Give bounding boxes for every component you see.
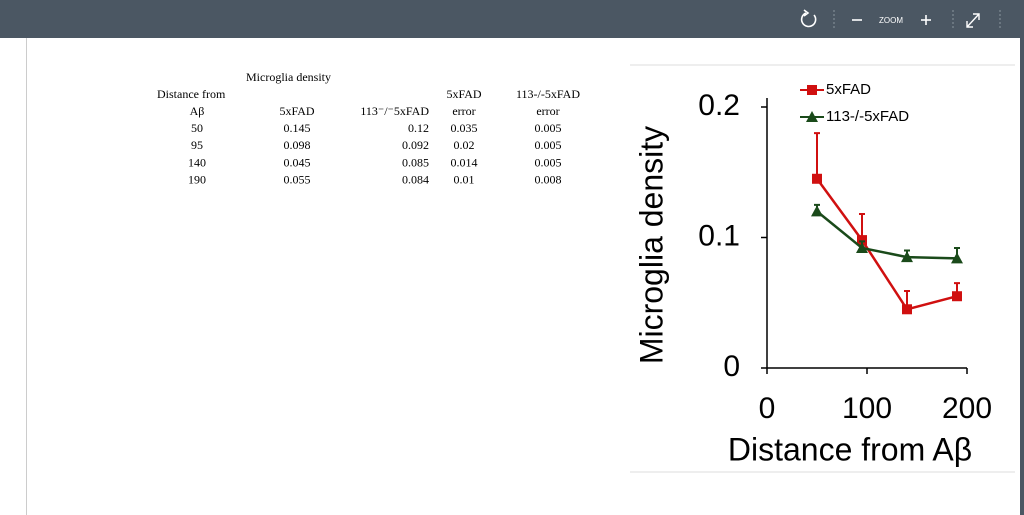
table-cell: 50 (191, 121, 203, 135)
y-axis-label: Microglia density (633, 126, 669, 364)
x-tick-label: 0 (759, 392, 776, 425)
zoom-in[interactable] (921, 15, 931, 25)
y-tick-label: 0 (723, 350, 740, 383)
marker (806, 111, 818, 122)
table-header: Distance from (157, 87, 226, 101)
legend-label: 113-/-5xFAD (826, 108, 909, 125)
table-cell: 0.098 (284, 138, 311, 152)
table-cell: 0.085 (402, 155, 429, 169)
marker (856, 241, 868, 253)
data-table: Microglia density Distance from 5xFAD 113-/… (157, 70, 580, 187)
legend-label: 5xFAD (826, 81, 871, 98)
marker (812, 173, 822, 184)
table-header: 5xFAD (279, 104, 314, 118)
table-cell: 0.092 (402, 138, 429, 152)
toolbar: ZOOM (0, 0, 1024, 38)
table-cell: 0.035 (451, 121, 478, 135)
table-header: 113⁻/⁻5xFAD (360, 104, 429, 118)
table-cell: 0.014 (451, 155, 478, 169)
table-cell: 0.01 (454, 173, 475, 187)
table-cell: 0.045 (284, 155, 311, 169)
table-cell: 0.084 (402, 173, 429, 187)
table-cell: 190 (188, 173, 206, 187)
table-header: 5xFAD (446, 87, 481, 101)
scroll-edge (1020, 38, 1024, 515)
marker (952, 291, 962, 302)
refresh-button[interactable] (800, 9, 817, 28)
table-header: error (536, 104, 559, 118)
table-cell: 0.02 (454, 138, 475, 152)
toolbar-icons: ZOOM (800, 9, 1001, 30)
x-axis-label: Distance from Aβ (728, 431, 972, 467)
zoom-label: ZOOM (879, 16, 903, 25)
marker (811, 205, 823, 217)
marker (857, 235, 867, 246)
table-header: error (452, 104, 475, 118)
table-cell: 0.055 (284, 173, 311, 187)
table-caption: Microglia density (246, 70, 331, 84)
series-line (816, 210, 958, 260)
table-header: Aβ (190, 104, 205, 118)
y-tick-label: 0.2 (698, 89, 740, 122)
table-cell: 0.12 (408, 121, 429, 135)
error-bar (814, 132, 820, 179)
table-cell: 0.008 (535, 173, 562, 187)
table-header: 113-/-5xFAD (516, 87, 580, 101)
x-tick-label: 200 (942, 392, 992, 425)
marker (902, 304, 912, 315)
side-strip (0, 38, 27, 515)
fullscreen-button[interactable] (966, 13, 980, 28)
table-cell: 0.005 (535, 155, 562, 169)
series-line (815, 178, 958, 311)
y-tick-label: 0.1 (698, 219, 740, 252)
table-cell: 0.145 (284, 121, 311, 135)
table-cell: 95 (191, 138, 203, 152)
marker (951, 252, 963, 264)
marker (807, 85, 817, 95)
table-cell: 0.005 (535, 138, 562, 152)
x-tick-label: 100 (842, 392, 892, 425)
table-cell: 140 (188, 155, 206, 169)
table-cell: 0.005 (535, 121, 562, 135)
marker (901, 251, 913, 263)
